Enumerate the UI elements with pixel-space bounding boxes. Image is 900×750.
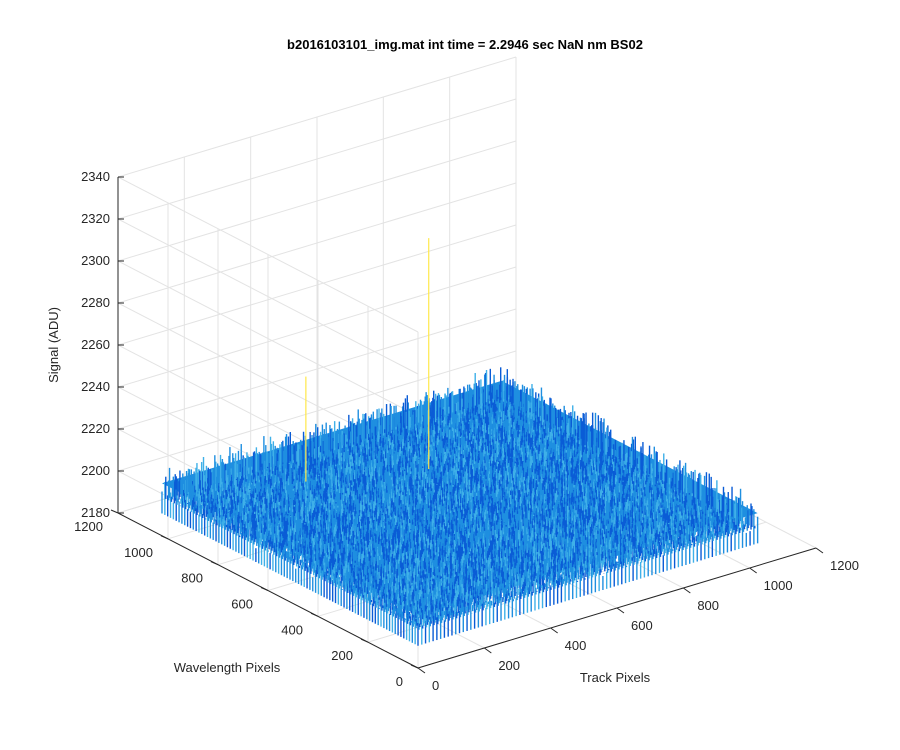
gridline-back-wall bbox=[117, 182, 517, 304]
surface bbox=[161, 238, 759, 646]
gridline-left-wall bbox=[117, 218, 419, 375]
chart-title: b2016103101_img.mat int time = 2.2946 se… bbox=[287, 37, 643, 52]
gridline-back-wall bbox=[117, 224, 517, 346]
gridline-left-wall bbox=[117, 260, 419, 417]
gridline-back-wall bbox=[117, 98, 517, 220]
gridline-back-wall bbox=[117, 266, 517, 388]
gridline-back-wall bbox=[117, 140, 517, 262]
gridline-back-wall bbox=[117, 308, 517, 430]
gridline-left-wall bbox=[117, 176, 419, 333]
gridline-back-wall bbox=[117, 56, 517, 178]
gridline-back-wall bbox=[117, 350, 517, 472]
